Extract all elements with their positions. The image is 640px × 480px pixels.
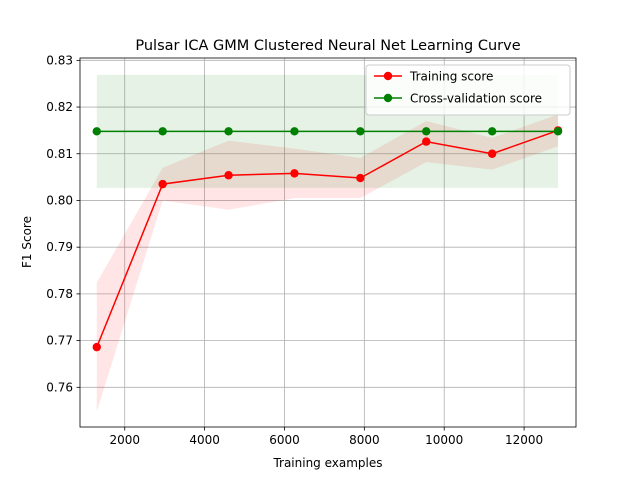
y-tick-label: 0.77 bbox=[46, 334, 73, 348]
legend-swatch-marker bbox=[383, 93, 393, 103]
series-0-point bbox=[224, 171, 233, 180]
legend-label: Cross-validation score bbox=[410, 92, 542, 106]
series-0-band bbox=[96, 114, 559, 412]
x-tick-label: 12000 bbox=[505, 433, 543, 447]
y-tick-label: 0.83 bbox=[46, 53, 73, 67]
series-0-point bbox=[487, 149, 497, 158]
axes: 2000 4000 6000 8000 10000 12000 0.76 0.77 0.78 0.… bbox=[46, 53, 577, 447]
series-1-point bbox=[92, 127, 101, 136]
series-1-point bbox=[224, 127, 233, 136]
legend-box bbox=[365, 64, 571, 116]
y-tick-label: 0.82 bbox=[46, 100, 73, 114]
series-0-point bbox=[290, 169, 299, 178]
y-tick-label: 0.80 bbox=[46, 193, 73, 207]
series-0-line bbox=[96, 129, 559, 348]
y-tick-label: 0.76 bbox=[46, 380, 73, 394]
grid bbox=[80, 58, 576, 427]
x-tick-label: 2000 bbox=[109, 433, 140, 447]
series-1-point bbox=[487, 127, 497, 136]
series-1-point bbox=[290, 127, 299, 136]
y-axis-label: F1 Score bbox=[20, 216, 34, 268]
series-0-point bbox=[92, 342, 101, 352]
legend: Training score Cross-validation score bbox=[365, 64, 571, 116]
legend-swatch-marker bbox=[383, 71, 393, 81]
chart-title: Pulsar ICA GMM Clustered Neural Net Lear… bbox=[135, 38, 520, 54]
x-tick-label: 4000 bbox=[189, 433, 220, 447]
series-1-point bbox=[422, 127, 431, 136]
x-tick-label: 10000 bbox=[425, 433, 463, 447]
legend-label: Training score bbox=[409, 70, 493, 84]
y-tick-label: 0.78 bbox=[46, 287, 73, 301]
series-1-point bbox=[158, 127, 167, 136]
series-1-point bbox=[553, 127, 563, 136]
series-0-point bbox=[356, 173, 365, 183]
series-0-point bbox=[158, 179, 167, 189]
y-tick-label: 0.81 bbox=[46, 147, 73, 161]
x-axis-label: Training examples bbox=[272, 456, 382, 470]
series-1-point bbox=[356, 127, 365, 136]
plot-frame bbox=[79, 57, 577, 428]
x-tick-label: 8000 bbox=[349, 433, 380, 447]
series-0-point bbox=[422, 137, 431, 146]
x-tick-label: 6000 bbox=[269, 433, 300, 447]
series-lines bbox=[92, 126, 563, 352]
y-tick-label: 0.79 bbox=[46, 240, 73, 254]
